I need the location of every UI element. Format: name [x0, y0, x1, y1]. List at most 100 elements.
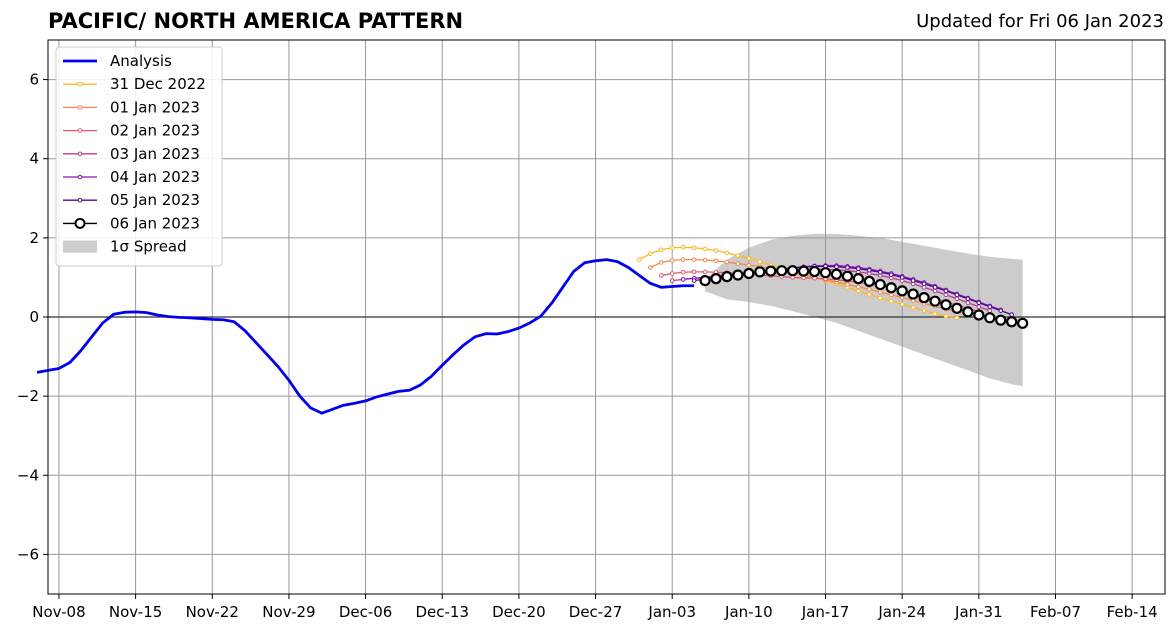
x-tick-label: Jan-03 [647, 603, 696, 621]
forecast-point [976, 300, 982, 306]
forecast-point [932, 311, 938, 317]
legend-item: 04 Jan 2023 [63, 168, 200, 186]
forecast-point [856, 288, 861, 294]
latest-forecast-point [907, 288, 919, 300]
legend-marker [77, 197, 83, 203]
latest-forecast-point [874, 278, 886, 291]
latest-forecast-point [918, 292, 930, 304]
legend-label: 03 Jan 2023 [110, 145, 200, 163]
forecast-point [954, 292, 960, 298]
latest-forecast-point [743, 267, 755, 280]
legend-marker [77, 174, 83, 180]
forecast-point [987, 308, 993, 313]
forecast-point [987, 304, 993, 310]
x-tick-label: Jan-10 [724, 603, 773, 621]
legend-label: 31 Dec 2022 [110, 75, 206, 93]
y-tick-label: 0 [29, 308, 39, 326]
y-tick-label: −2 [17, 387, 39, 405]
latest-forecast-point [929, 295, 941, 307]
forecast-point [932, 288, 938, 294]
forecast-point [845, 265, 850, 270]
forecast-point [724, 259, 730, 265]
forecast-point [1009, 312, 1014, 317]
latest-forecast-point [962, 306, 974, 318]
legend-label: 1σ Spread [110, 238, 187, 256]
legend-box [55, 46, 223, 267]
forecast-point [856, 266, 861, 272]
marker-layer [637, 245, 1029, 329]
forecast-point [735, 261, 741, 266]
legend-label: 04 Jan 2023 [110, 168, 200, 186]
forecast-point [648, 251, 653, 256]
forecast-point [921, 285, 927, 290]
legend-marker [77, 151, 83, 157]
x-tick-label: Dec-13 [415, 603, 469, 621]
forecast-point [658, 247, 664, 253]
legend-marker [77, 128, 83, 133]
forecast-point [834, 264, 839, 270]
forecast-point [680, 257, 686, 262]
forecast-point [932, 285, 938, 290]
forecast-point [867, 292, 872, 297]
legend-label: 01 Jan 2023 [110, 98, 200, 116]
forecast-point [691, 257, 697, 262]
legend-swatch [63, 240, 97, 253]
x-tick-label: Nov-15 [109, 603, 162, 621]
forecast-point [856, 284, 861, 290]
forecast-point [680, 245, 686, 250]
x-tick-label: Nov-22 [186, 603, 239, 621]
latest-forecast-point [798, 265, 810, 277]
legend-item: 05 Jan 2023 [63, 191, 200, 209]
forecast-point [658, 260, 664, 265]
forecast-point [899, 275, 905, 280]
forecast-point [713, 248, 719, 253]
x-tick-label: Jan-24 [877, 603, 926, 621]
x-tick-label: Nov-08 [32, 603, 85, 621]
latest-forecast-point [841, 270, 854, 282]
forecast-point [680, 277, 686, 282]
latest-forecast-point [699, 274, 711, 287]
latest-forecast-point [808, 265, 821, 278]
forecast-point [976, 304, 982, 310]
latest-forecast-point [863, 275, 875, 287]
forecast-point [877, 289, 883, 295]
forecast-point [888, 272, 894, 277]
forecast-point [691, 278, 697, 283]
y-tick-label: −4 [17, 466, 39, 484]
forecast-point [637, 257, 642, 262]
forecast-point [954, 315, 960, 321]
forecast-point [691, 269, 697, 275]
forecast-point [954, 296, 960, 302]
latest-forecast-point [776, 265, 788, 277]
y-tick-label: 6 [29, 71, 39, 89]
forecast-point [746, 262, 752, 268]
latest-forecast-point [721, 271, 733, 283]
latest-forecast-point [787, 265, 799, 277]
forecast-point [943, 292, 949, 298]
forecast-point [943, 313, 949, 319]
legend-item: 06 Jan 2023 [63, 214, 200, 232]
x-tick-label: Feb-07 [1030, 603, 1081, 621]
forecast-point [921, 281, 927, 287]
forecast-point [658, 273, 664, 278]
legend-label: 02 Jan 2023 [110, 122, 200, 140]
y-axis: 6 4 2 0 −2 −4 −6 [17, 71, 48, 563]
legend-item: Analysis [63, 52, 172, 70]
forecast-point [965, 300, 971, 306]
latest-forecast-point [1006, 316, 1018, 328]
legend-item: 31 Dec 2022 [63, 75, 206, 93]
forecast-point [877, 295, 883, 301]
forecast-point [702, 269, 708, 275]
forecast-point [943, 288, 949, 294]
latest-forecast-point [973, 309, 985, 321]
chart-updated-date: Updated for Fri 06 Jan 2023 [916, 11, 1164, 32]
latest-forecast-point [819, 267, 832, 279]
forecast-point [669, 278, 675, 283]
forecast-point [691, 245, 697, 251]
forecast-point [713, 258, 719, 264]
forecast-point [702, 246, 708, 252]
x-tick-label: Dec-06 [339, 603, 393, 621]
latest-forecast-point [940, 299, 952, 311]
latest-forecast-point [984, 312, 996, 324]
